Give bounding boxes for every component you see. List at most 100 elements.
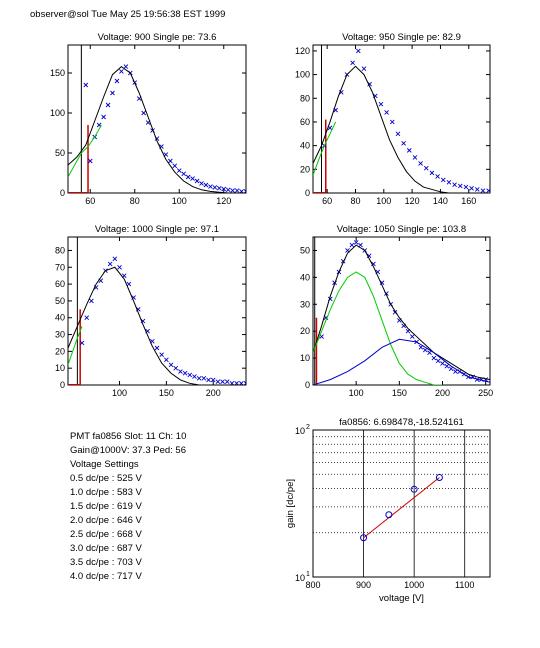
- y-tick-label: 80: [300, 93, 310, 103]
- data-point: [87, 158, 93, 164]
- y-tick-exponent: 2: [306, 424, 310, 431]
- data-point: [401, 140, 406, 146]
- y-tick-label: 10: [55, 363, 65, 373]
- y-tick-label: 50: [55, 296, 65, 306]
- data-point: [110, 90, 115, 96]
- x-tick-label: 150: [159, 388, 174, 398]
- x-tick-label: 60: [322, 196, 332, 206]
- component-curve: [313, 338, 490, 385]
- pmt-info-block: PMT fa0856 Slot: 11 Ch: 10 Gain@1000V: 3…: [70, 430, 186, 584]
- gain-line: Gain@1000V: 37.3 Ped: 56: [70, 445, 186, 456]
- gain-point: [360, 534, 368, 542]
- data-point: [353, 240, 359, 245]
- data-point: [181, 171, 187, 177]
- setting-line: 2.0 dc/pe : 646 V: [70, 515, 142, 526]
- data-point: [101, 114, 106, 120]
- y-tick-label: 40: [55, 313, 65, 323]
- data-point: [210, 377, 216, 383]
- settings-title: Voltage Settings: [70, 459, 139, 470]
- data-point: [452, 182, 457, 188]
- x-tick-label: 1100: [455, 580, 474, 590]
- data-point: [230, 188, 235, 193]
- data-point: [206, 377, 211, 383]
- plot-title: fa0856: 6.698478,-18.524161: [339, 417, 464, 428]
- data-point: [457, 183, 463, 189]
- data-point: [221, 186, 227, 192]
- x-tick-label: 120: [216, 196, 231, 206]
- data-point: [418, 161, 423, 166]
- plot-title: Voltage: 900 Single pe: 73.6: [98, 32, 217, 43]
- y-tick-label: 40: [300, 141, 310, 151]
- y-tick-label: 70: [55, 262, 65, 272]
- data-point: [220, 379, 225, 384]
- data-point: [84, 315, 90, 321]
- y-tick-label: 10: [295, 426, 305, 436]
- plot-area: [313, 237, 490, 385]
- y-tick-label: 120: [295, 46, 310, 56]
- y-tick-label: 0: [305, 188, 310, 198]
- data-point: [378, 101, 384, 107]
- data-point: [203, 182, 209, 188]
- data-point: [431, 355, 437, 361]
- pmt-line: PMT fa0856 Slot: 11 Ch: 10: [70, 431, 187, 442]
- data-point: [178, 369, 183, 374]
- x-tick-label: 80: [350, 196, 360, 206]
- data-point: [192, 374, 197, 379]
- data-point: [486, 188, 490, 193]
- y-tick-label: 30: [55, 330, 65, 340]
- data-point: [176, 168, 182, 173]
- data-point: [409, 334, 415, 339]
- data-point: [201, 375, 207, 381]
- data-point: [172, 163, 178, 169]
- y-tick-label: 100: [50, 108, 65, 118]
- data-point: [199, 181, 204, 186]
- fit-curve: [68, 266, 246, 385]
- gain-fit-line: [363, 477, 440, 539]
- x-tick-label: 60: [85, 196, 95, 206]
- data-point: [463, 184, 469, 190]
- x-tick-label: 100: [172, 196, 187, 206]
- x-tick-label: 200: [206, 388, 221, 398]
- y-tick-label: 0: [305, 380, 310, 390]
- plot-frame: [312, 44, 491, 194]
- data-point: [350, 60, 355, 66]
- y-tick-label: 20: [300, 326, 310, 336]
- data-point: [366, 253, 372, 259]
- y-tick-label: 10: [295, 573, 305, 583]
- data-point: [208, 184, 213, 189]
- data-point: [224, 379, 230, 384]
- data-point: [89, 298, 94, 304]
- plot-frame: [312, 429, 491, 578]
- setting-line: 3.0 dc/pe : 687 V: [70, 543, 142, 554]
- page-header: observer@sol Tue May 25 19:56:38 EST 199…: [30, 9, 226, 20]
- component-curve: [313, 271, 443, 385]
- y-tick-label: 60: [55, 279, 65, 289]
- data-point: [406, 148, 412, 153]
- x-tick-label: 120: [405, 196, 420, 206]
- data-point: [444, 363, 450, 369]
- x-tick-label: 140: [433, 196, 448, 206]
- fit-curve: [313, 244, 490, 381]
- plot-title: Voltage: 1050 Single pe: 103.8: [337, 224, 466, 235]
- data-point: [83, 82, 89, 88]
- data-point: [107, 261, 113, 267]
- data-point: [141, 110, 146, 116]
- x-tick-label: 250: [478, 388, 493, 398]
- data-point: [480, 188, 486, 193]
- plot-frame: [67, 44, 247, 194]
- data-point: [187, 372, 193, 378]
- data-point: [185, 174, 191, 180]
- component-curve: [313, 121, 337, 176]
- data-point: [355, 48, 361, 54]
- data-point: [446, 180, 452, 185]
- x-tick-label: 100: [112, 388, 127, 398]
- x-axis-label: voltage [V]: [379, 593, 424, 604]
- data-point: [395, 131, 401, 137]
- plot-frame: [312, 236, 491, 386]
- data-point: [423, 165, 429, 171]
- data-point: [215, 379, 221, 384]
- data-point: [234, 188, 240, 193]
- plot-frame: [67, 236, 247, 386]
- data-point: [412, 155, 418, 160]
